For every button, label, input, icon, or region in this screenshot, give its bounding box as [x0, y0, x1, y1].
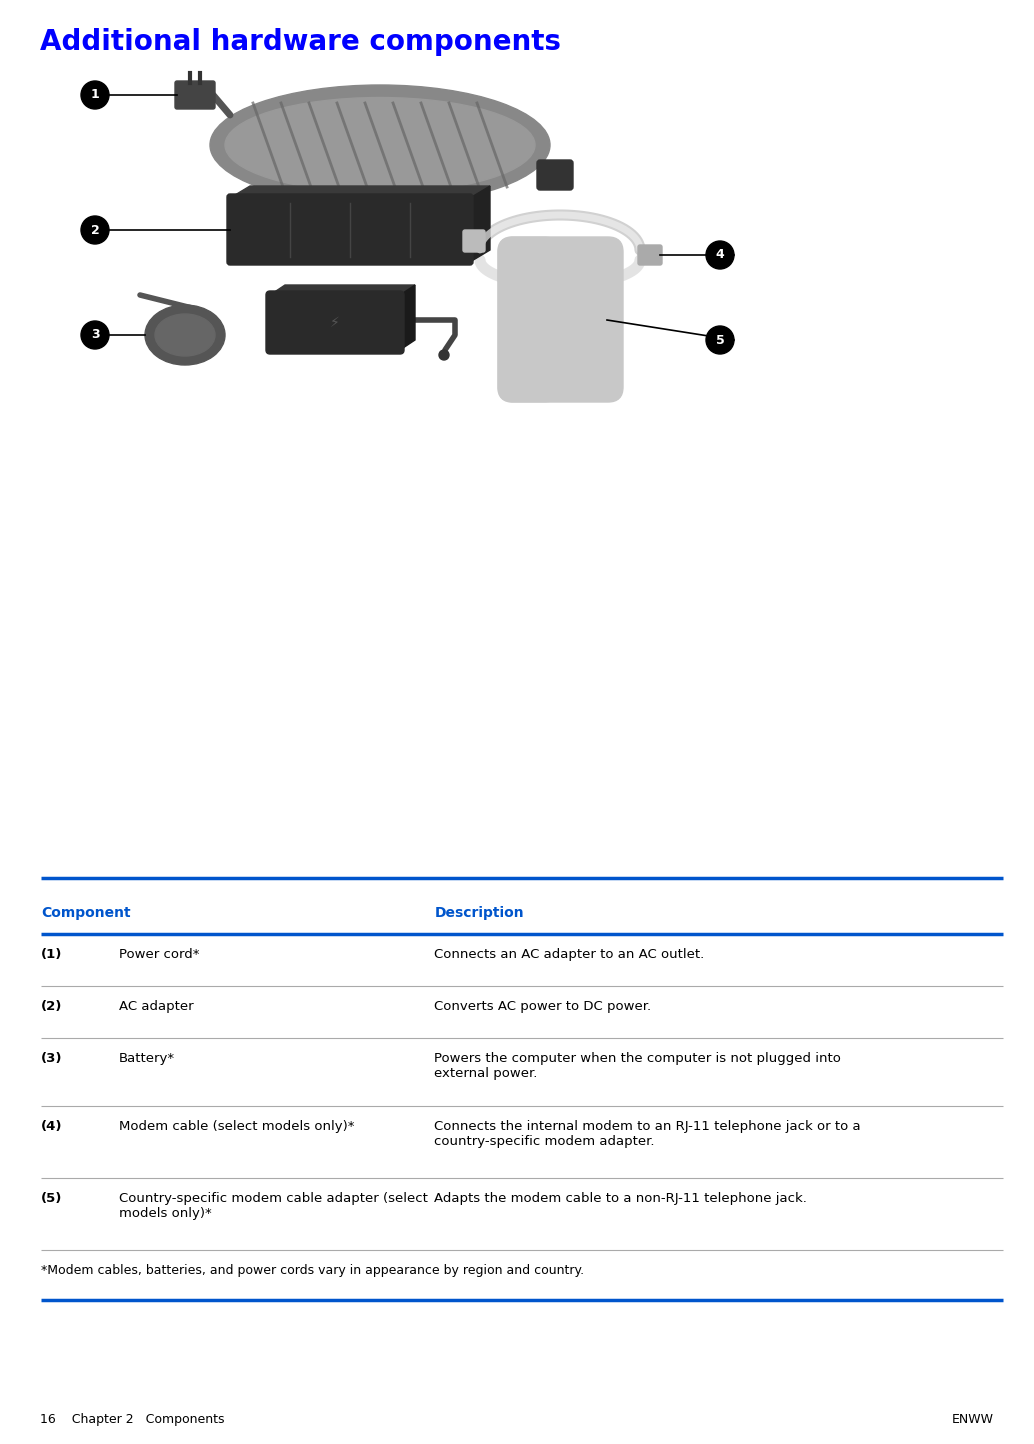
Text: 1: 1 — [91, 88, 99, 101]
Text: Connects an AC adapter to an AC outlet.: Connects an AC adapter to an AC outlet. — [434, 947, 704, 960]
Text: 5: 5 — [716, 334, 725, 347]
FancyBboxPatch shape — [463, 230, 485, 253]
Polygon shape — [230, 186, 490, 198]
Text: *Modem cables, batteries, and power cords vary in appearance by region and count: *Modem cables, batteries, and power cord… — [41, 1264, 584, 1276]
Circle shape — [706, 241, 734, 269]
Text: Connects the internal modem to an RJ-11 telephone jack or to a
country-specific : Connects the internal modem to an RJ-11 … — [434, 1121, 861, 1148]
Text: (2): (2) — [41, 999, 63, 1012]
FancyBboxPatch shape — [266, 292, 404, 354]
Text: (1): (1) — [41, 947, 63, 960]
FancyBboxPatch shape — [498, 237, 624, 401]
Text: Adapts the modem cable to a non-RJ-11 telephone jack.: Adapts the modem cable to a non-RJ-11 te… — [434, 1191, 808, 1204]
Circle shape — [81, 217, 109, 244]
Text: Power cord*: Power cord* — [119, 947, 200, 960]
Polygon shape — [270, 284, 415, 295]
Text: 2: 2 — [91, 224, 99, 237]
Text: ⚡: ⚡ — [330, 316, 340, 331]
Text: 4: 4 — [716, 248, 725, 261]
Text: ENWW: ENWW — [952, 1414, 994, 1427]
Text: AC adapter: AC adapter — [119, 999, 193, 1012]
Circle shape — [81, 321, 109, 349]
Text: 16    Chapter 2   Components: 16 Chapter 2 Components — [40, 1414, 224, 1427]
Circle shape — [706, 326, 734, 354]
Text: 3: 3 — [91, 328, 99, 341]
FancyBboxPatch shape — [175, 81, 215, 108]
Text: Converts AC power to DC power.: Converts AC power to DC power. — [434, 999, 651, 1012]
Text: Description: Description — [434, 905, 524, 920]
Polygon shape — [470, 186, 490, 261]
Text: (4): (4) — [41, 1121, 63, 1134]
FancyBboxPatch shape — [227, 193, 473, 266]
Ellipse shape — [145, 305, 225, 365]
Text: Battery*: Battery* — [119, 1051, 175, 1066]
Text: Additional hardware components: Additional hardware components — [40, 27, 561, 56]
Text: (5): (5) — [41, 1191, 63, 1204]
Polygon shape — [400, 284, 415, 349]
Circle shape — [81, 81, 109, 108]
Circle shape — [439, 349, 449, 360]
Text: Powers the computer when the computer is not plugged into
external power.: Powers the computer when the computer is… — [434, 1051, 841, 1080]
Text: Country-specific modem cable adapter (select
models only)*: Country-specific modem cable adapter (se… — [119, 1191, 428, 1220]
Text: Component: Component — [41, 905, 131, 920]
FancyBboxPatch shape — [638, 245, 662, 266]
Ellipse shape — [225, 98, 535, 192]
Text: (3): (3) — [41, 1051, 63, 1066]
Text: Modem cable (select models only)*: Modem cable (select models only)* — [119, 1121, 355, 1134]
FancyBboxPatch shape — [498, 237, 559, 401]
Ellipse shape — [155, 313, 215, 357]
Ellipse shape — [210, 85, 550, 205]
FancyBboxPatch shape — [537, 160, 573, 191]
